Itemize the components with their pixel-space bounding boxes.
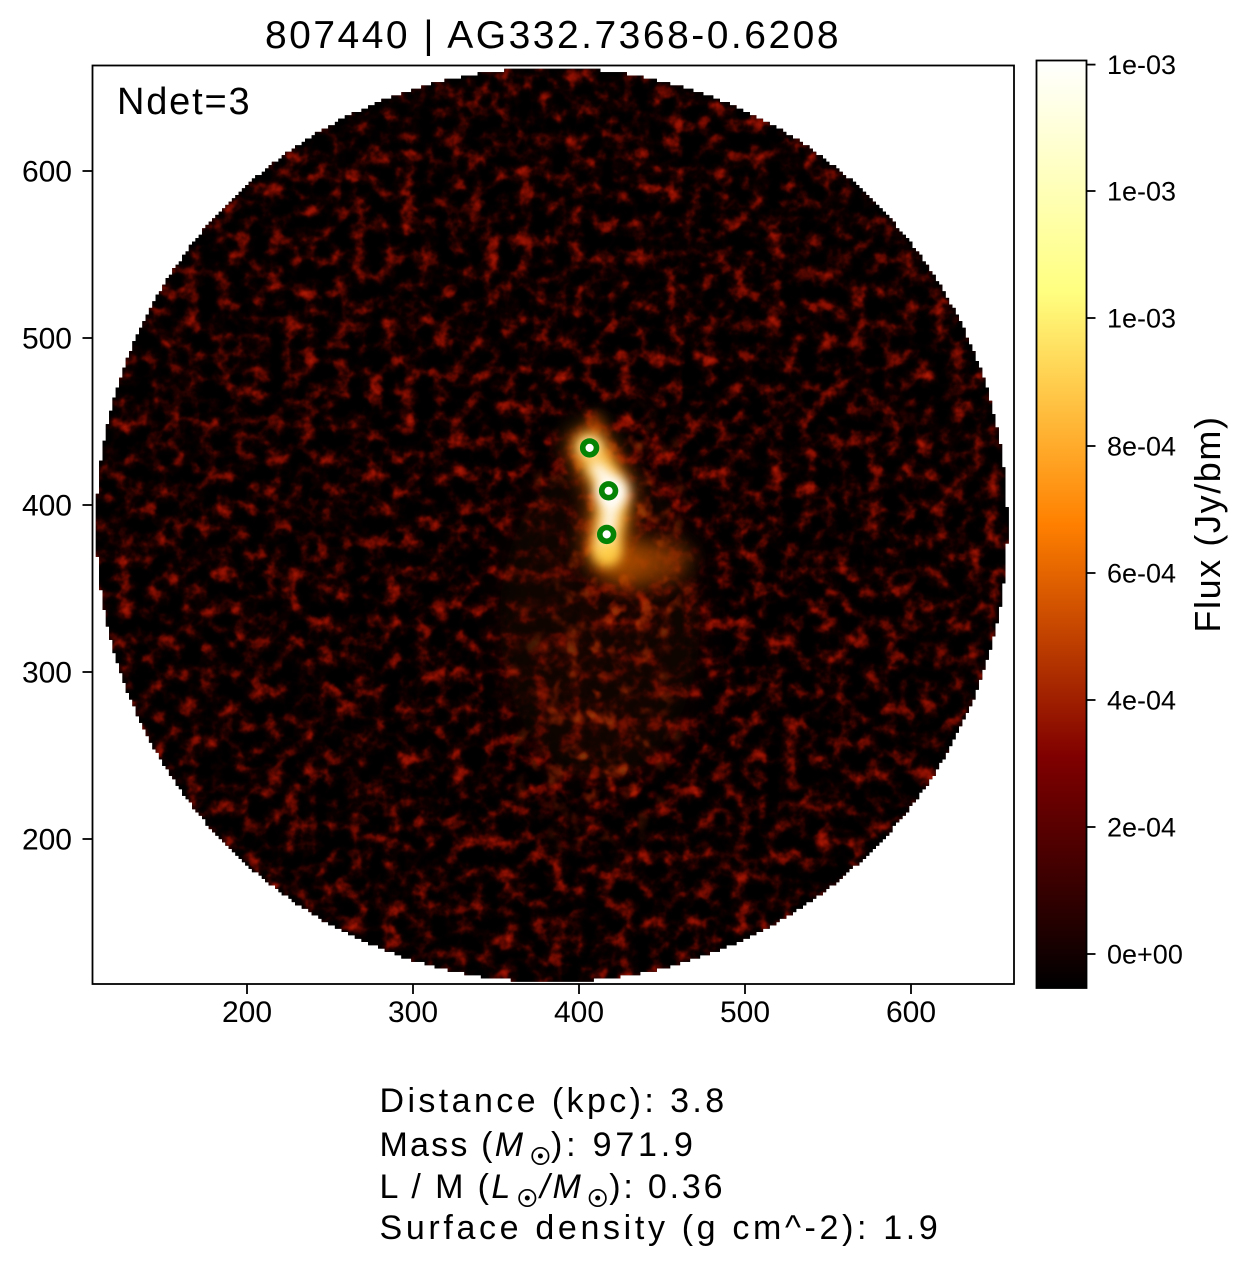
svg-text:200: 200 (22, 824, 72, 857)
svg-text:400: 400 (22, 490, 72, 523)
svg-text:500: 500 (22, 323, 72, 356)
svg-text:Mass (M: Mass (M (380, 1126, 526, 1164)
svg-text:2e-04: 2e-04 (1107, 812, 1176, 842)
svg-text:/M: /M (538, 1168, 584, 1206)
svg-text:Flux (Jy/bm): Flux (Jy/bm) (1187, 415, 1228, 632)
svg-text:0e+00: 0e+00 (1107, 939, 1183, 969)
svg-text:Surface density (g cm^-2): 1.9: Surface density (g cm^-2): 1.9 (380, 1209, 942, 1247)
svg-text:L / M (L: L / M (L (380, 1168, 513, 1206)
svg-text:807440 | AG332.7368-0.6208: 807440 | AG332.7368-0.6208 (265, 14, 841, 57)
svg-text:1e-03: 1e-03 (1107, 176, 1176, 206)
svg-text:6e-04: 6e-04 (1107, 558, 1176, 588)
svg-text:600: 600 (886, 996, 936, 1029)
svg-text:Distance (kpc): 3.8: Distance (kpc): 3.8 (380, 1082, 728, 1120)
svg-text:4e-04: 4e-04 (1107, 685, 1176, 715)
svg-text:300: 300 (388, 996, 438, 1029)
svg-text:1e-03: 1e-03 (1107, 303, 1176, 333)
svg-text:): 971.9: ): 971.9 (551, 1126, 697, 1164)
svg-text:8e-04: 8e-04 (1107, 431, 1176, 461)
svg-text:1e-03: 1e-03 (1107, 50, 1176, 80)
svg-text:600: 600 (22, 156, 72, 189)
svg-text:300: 300 (22, 657, 72, 690)
svg-text:): 0.36: ): 0.36 (609, 1168, 725, 1206)
svg-text:200: 200 (222, 996, 272, 1029)
svg-text:500: 500 (720, 996, 770, 1029)
svg-text:400: 400 (554, 996, 604, 1029)
svg-text:Ndet=3: Ndet=3 (117, 81, 251, 123)
